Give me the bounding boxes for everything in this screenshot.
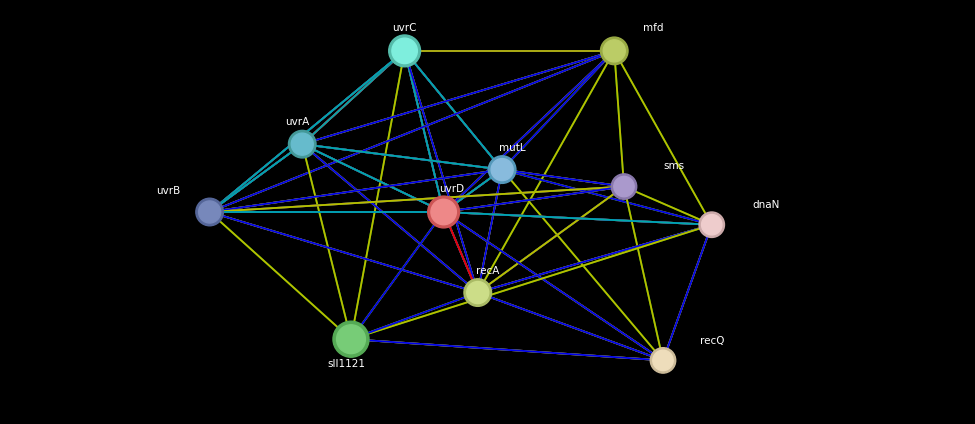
Ellipse shape [488, 156, 516, 184]
Text: sms: sms [663, 161, 684, 171]
Text: uvrD: uvrD [439, 184, 464, 194]
Ellipse shape [604, 40, 625, 62]
Ellipse shape [653, 350, 673, 371]
Text: uvrA: uvrA [286, 117, 309, 127]
Ellipse shape [428, 196, 459, 228]
Ellipse shape [699, 212, 724, 237]
Ellipse shape [199, 201, 220, 223]
Text: mfd: mfd [644, 22, 664, 33]
Ellipse shape [491, 159, 513, 181]
Ellipse shape [467, 282, 488, 304]
Ellipse shape [292, 133, 313, 155]
Ellipse shape [289, 131, 316, 158]
Ellipse shape [196, 198, 223, 226]
Ellipse shape [336, 325, 366, 354]
Ellipse shape [702, 215, 722, 235]
Ellipse shape [464, 279, 491, 306]
Ellipse shape [601, 37, 628, 64]
Text: uvrC: uvrC [392, 22, 417, 33]
Ellipse shape [614, 176, 634, 197]
Text: dnaN: dnaN [753, 200, 780, 210]
Ellipse shape [392, 38, 417, 64]
Ellipse shape [611, 174, 637, 199]
Text: uvrB: uvrB [157, 186, 180, 196]
Text: recQ: recQ [700, 336, 724, 346]
Ellipse shape [333, 321, 369, 357]
Ellipse shape [650, 348, 676, 373]
Text: recA: recA [476, 265, 499, 276]
Ellipse shape [431, 199, 456, 225]
Text: sll1121: sll1121 [328, 359, 365, 369]
Text: mutL: mutL [498, 142, 526, 153]
Ellipse shape [389, 35, 420, 67]
